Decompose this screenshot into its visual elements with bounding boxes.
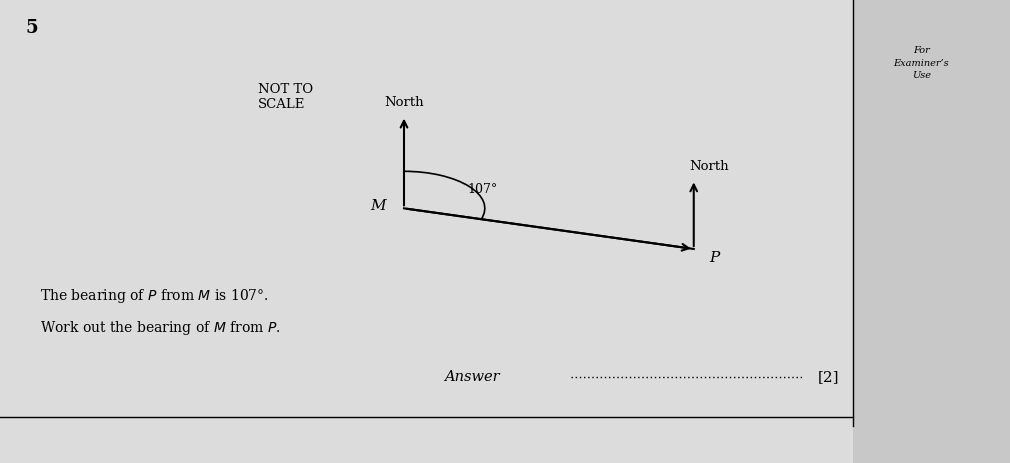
Text: [2]: [2]: [818, 370, 839, 384]
Text: P: P: [709, 251, 719, 265]
Text: Answer: Answer: [444, 370, 500, 384]
Text: The bearing of $P$ from $M$ is 107°.: The bearing of $P$ from $M$ is 107°.: [40, 287, 269, 305]
Text: North: North: [689, 160, 729, 173]
Text: 5: 5: [25, 19, 38, 37]
Text: NOT TO
SCALE: NOT TO SCALE: [258, 83, 313, 111]
Bar: [0, 0, 853, 463]
Text: For
Examiner’s
Use: For Examiner’s Use: [893, 46, 949, 80]
Bar: [853, 0, 1010, 463]
Text: 107°: 107°: [468, 183, 498, 196]
Text: Work out the bearing of $M$ from $P$.: Work out the bearing of $M$ from $P$.: [40, 319, 281, 338]
Text: North: North: [384, 96, 424, 109]
Text: M: M: [371, 199, 386, 213]
